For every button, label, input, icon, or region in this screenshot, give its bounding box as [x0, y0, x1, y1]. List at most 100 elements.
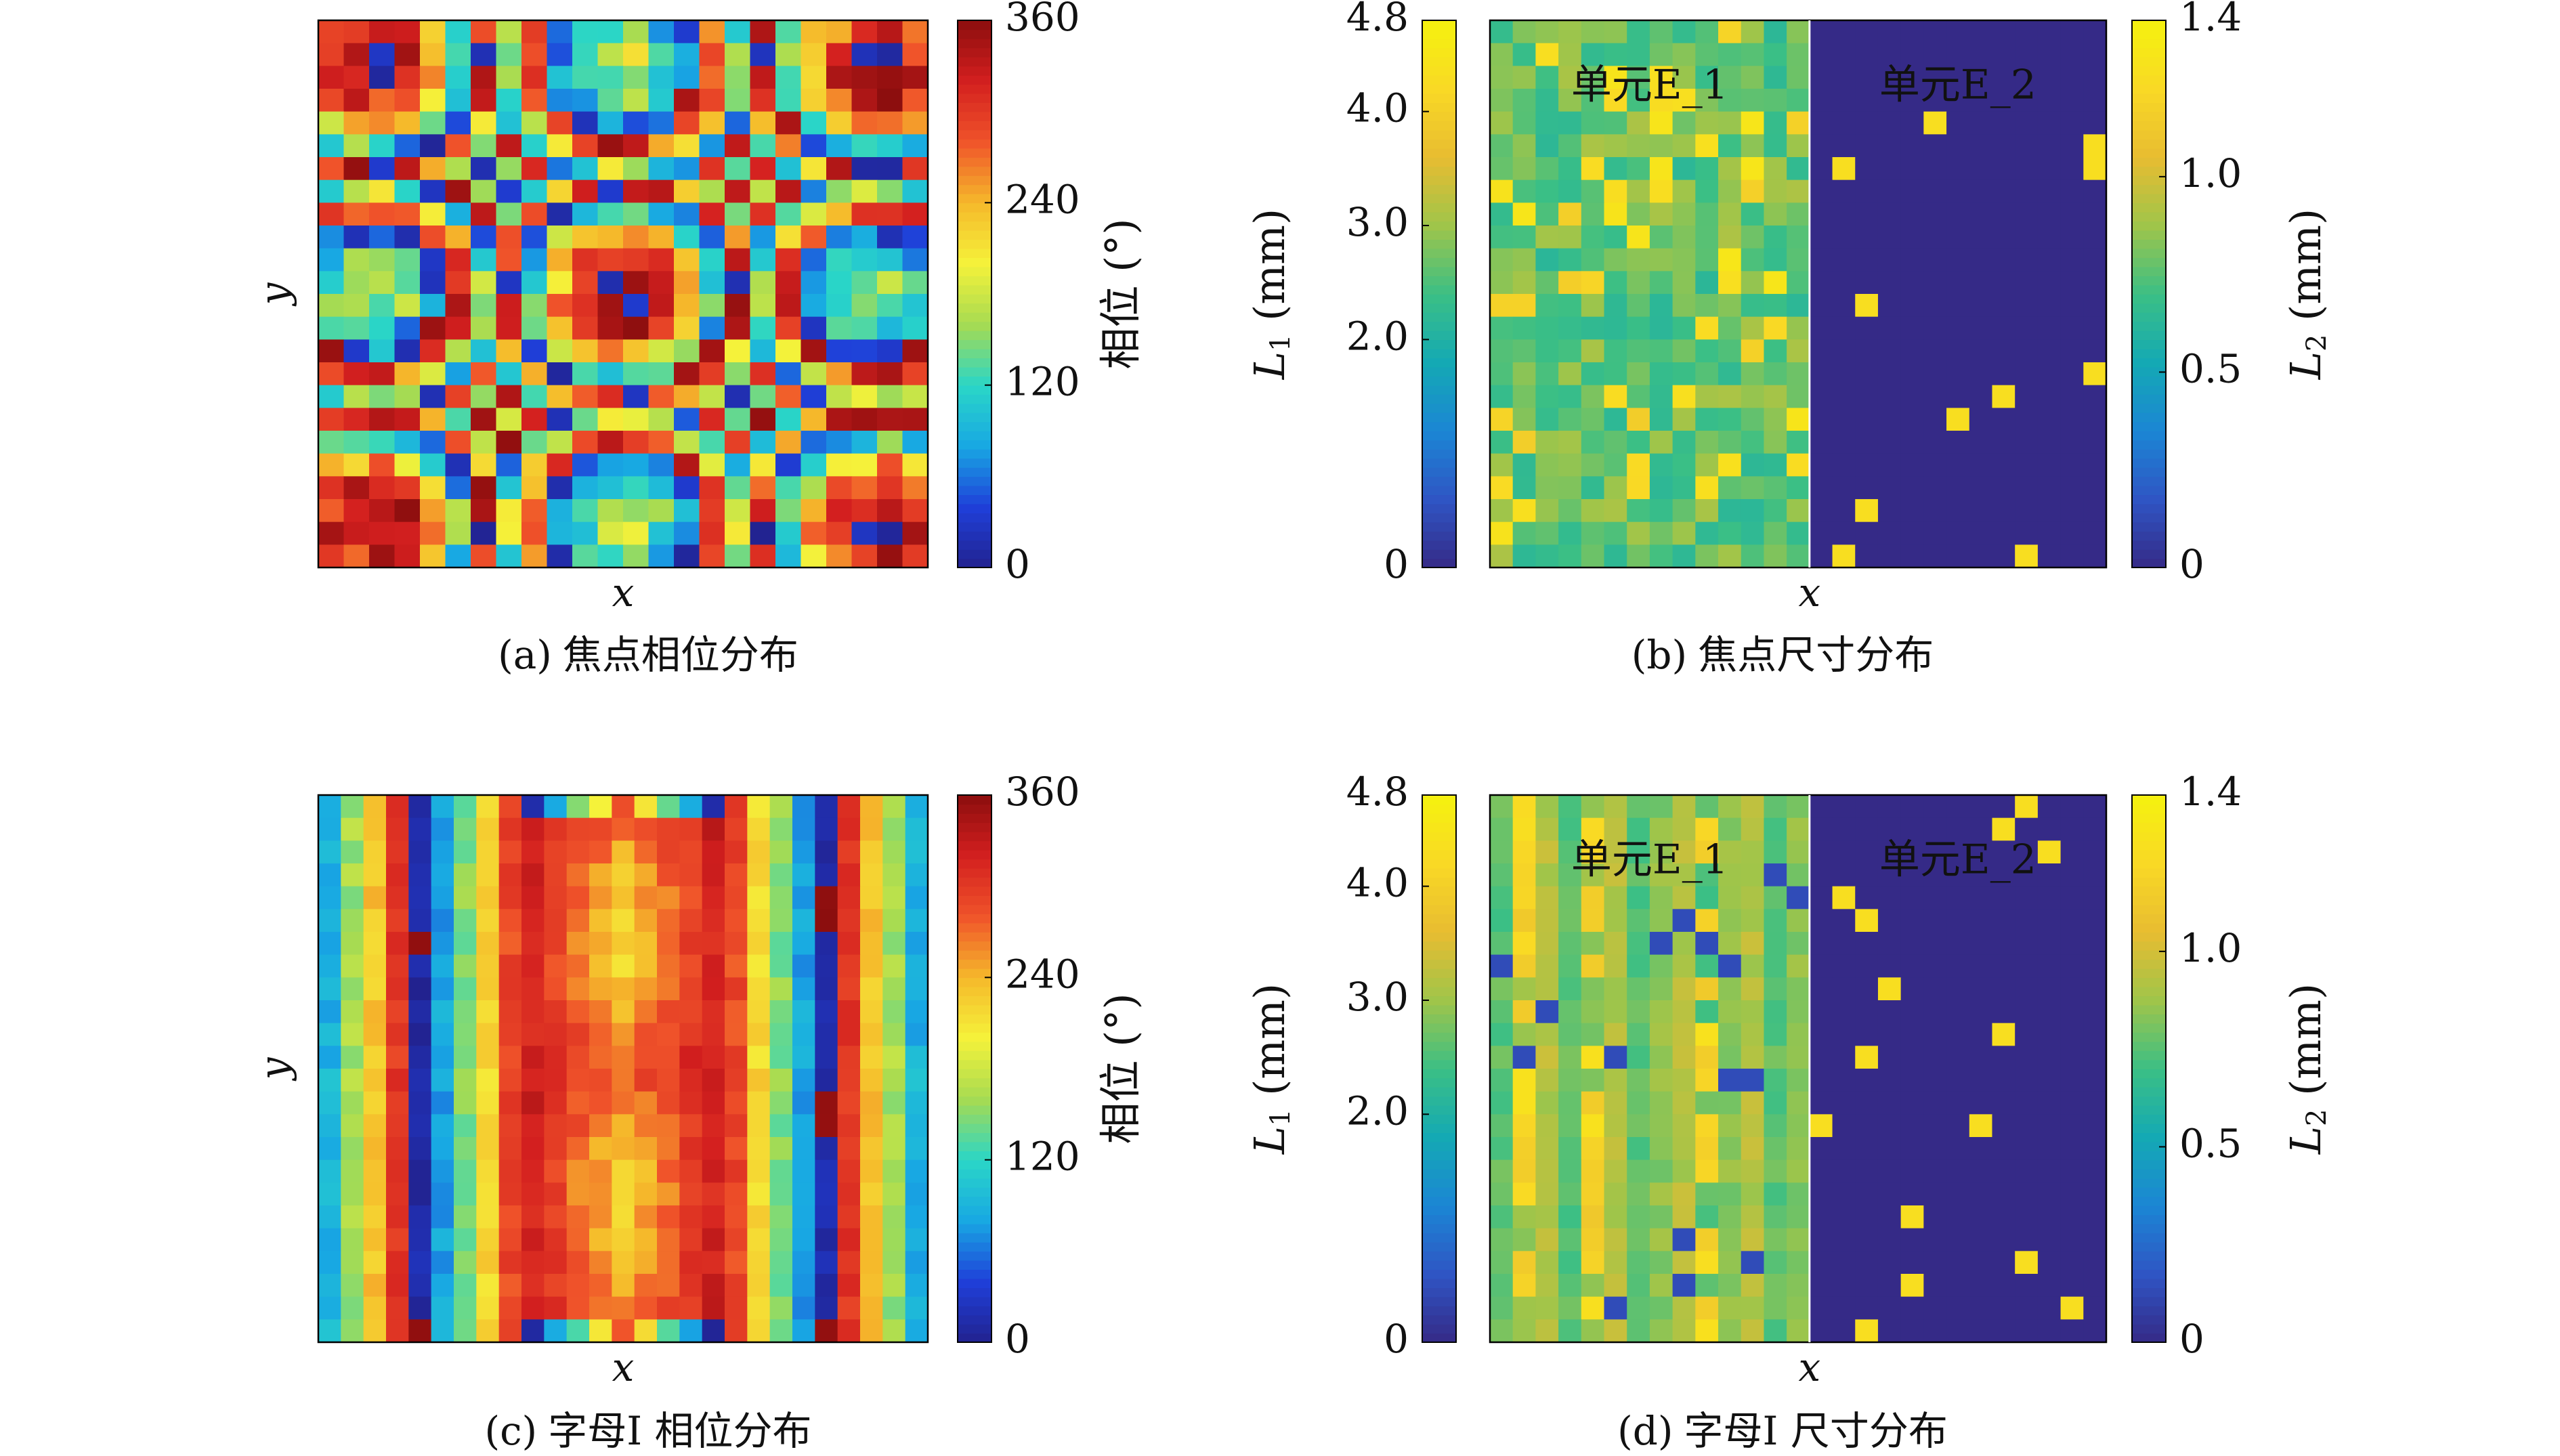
- panel-d-cell: [1992, 977, 2015, 1001]
- panel-d-cell: [1741, 1069, 1765, 1092]
- panel-b-cell: [2015, 66, 2039, 89]
- panel-d-cell: [1512, 1296, 1537, 1320]
- panel-b-cell: [1809, 294, 1833, 318]
- panel-b-cell: [1718, 362, 1742, 386]
- panel-b-cell: [2015, 157, 2039, 181]
- caption-c: (c) 字母I 相位分布: [484, 1408, 812, 1454]
- panel-b-cell: [1787, 316, 1810, 340]
- panel-d-cell: [1764, 1159, 1787, 1183]
- panel-b-cell: [1855, 179, 1879, 203]
- panel-d-cell: [1787, 1205, 1810, 1229]
- panel-d-cell: [1900, 1228, 1924, 1251]
- panel-d-cell: [1969, 1182, 1993, 1206]
- panel-d-cell: [1764, 977, 1787, 1001]
- panel-a-cell: [699, 362, 725, 386]
- panel-a-cell: [750, 453, 776, 477]
- panel-a-cell: [902, 294, 929, 318]
- panel-b-cell: [1672, 339, 1696, 363]
- panel-c-cell: [408, 795, 432, 819]
- panel-b-cell: [1604, 339, 1627, 363]
- panel-b-cell: [1969, 521, 1993, 545]
- panel-b-cell: [1923, 476, 1947, 500]
- panel-d-cell: [1923, 1182, 1947, 1206]
- panel-c-cell: [905, 1228, 929, 1251]
- panel-c-cell: [702, 886, 725, 909]
- panel-d-cell: [1923, 954, 1947, 978]
- panel-c-cell: [769, 1296, 793, 1320]
- panel-a-cell: [547, 248, 573, 272]
- panel-c-cell: [521, 1000, 545, 1024]
- panel-b-cell: [1604, 544, 1627, 568]
- panel-d-cell: [1832, 795, 1856, 819]
- panel-c-cell: [792, 1159, 815, 1183]
- panel-b-cell: [1490, 20, 1514, 44]
- caption-b: (b) 焦点尺寸分布: [1631, 632, 1934, 678]
- panel-d-cell: [1672, 1069, 1696, 1092]
- panel-b-cell: [2015, 294, 2039, 318]
- panel-a-cell: [801, 385, 827, 408]
- panel-c-cell: [363, 954, 387, 978]
- panel-a-cell: [471, 248, 497, 272]
- panel-d-cell: [1512, 1228, 1537, 1251]
- panel-d-cell: [1992, 1114, 2015, 1138]
- panel-a-cell: [801, 544, 827, 568]
- panel-b-cell: [1877, 157, 1902, 181]
- panel-b-cell: [2015, 362, 2039, 386]
- panel-a-cell: [775, 339, 802, 363]
- panel-a-cell: [902, 202, 929, 226]
- panel-b-cell: [1512, 89, 1537, 112]
- panel-a-cell: [826, 157, 853, 181]
- panel-c-cell: [386, 1069, 409, 1092]
- panel-c-cell: [837, 1159, 861, 1183]
- panel-a-cell: [471, 476, 497, 500]
- panel-b-cell: [1581, 362, 1605, 386]
- panel-b-cell: [2037, 20, 2062, 44]
- panel-d-cell: [1923, 840, 1947, 864]
- panel-d-cell: [1809, 932, 1833, 956]
- panel-a-cell: [597, 20, 624, 44]
- panel-d-cell: [1855, 1091, 1879, 1115]
- panel-d-cell: [1535, 909, 1559, 933]
- panel-b-cell: [1764, 476, 1787, 500]
- panel-a-cell: [877, 521, 903, 545]
- panel-c-cell: [882, 1205, 906, 1229]
- panel-a-cell: [318, 339, 345, 363]
- panel-b-cell: [2015, 202, 2039, 226]
- panel-c-cell: [769, 909, 793, 933]
- panel-c-cell: [792, 1274, 815, 1298]
- panel-b-cell: [1787, 453, 1810, 477]
- panel-d-cell: [1877, 1251, 1902, 1275]
- panel-a-cell: [420, 66, 446, 89]
- panel-a-cell: [902, 431, 929, 454]
- panel-c-cell: [612, 1091, 635, 1115]
- panel-b-xlabel: x: [1798, 570, 1820, 616]
- panel-c-cell: [341, 1205, 364, 1229]
- panel-d-cell: [1992, 1159, 2015, 1183]
- panel-d-cell: [1764, 954, 1787, 978]
- panel-c-cell: [544, 1251, 568, 1275]
- panel-b-cell: [1969, 408, 1993, 431]
- panel-d-cell: [1535, 1069, 1559, 1092]
- panel-d-cell: [1490, 863, 1514, 887]
- panel-c-cell: [589, 1251, 612, 1275]
- panel-c-cell: [634, 1046, 658, 1069]
- panel-c-cell: [612, 909, 635, 933]
- panel-d-cell: [1558, 1182, 1582, 1206]
- panel-d-cell: [1718, 1023, 1742, 1046]
- panel-d-cell: [1627, 795, 1650, 819]
- panel-d-cell: [2015, 795, 2039, 819]
- panel-d-cell: [1832, 932, 1856, 956]
- panel-d-cell: [1764, 909, 1787, 933]
- panel-d-cell: [1809, 1319, 1833, 1343]
- panel-d-cell: [1900, 1000, 1924, 1024]
- panel-d-cell: [2015, 817, 2039, 841]
- panel-a-cell: [394, 499, 421, 523]
- panel-b-cell: [1741, 431, 1765, 454]
- panel-b-cell: [1627, 339, 1650, 363]
- panel-b-cell: [1604, 453, 1627, 477]
- panel-c-cell: [657, 1274, 680, 1298]
- panel-a-cell: [750, 385, 776, 408]
- panel-a-cell: [699, 202, 725, 226]
- panel-b-cell: [1718, 544, 1742, 568]
- panel-d-cell: [1535, 932, 1559, 956]
